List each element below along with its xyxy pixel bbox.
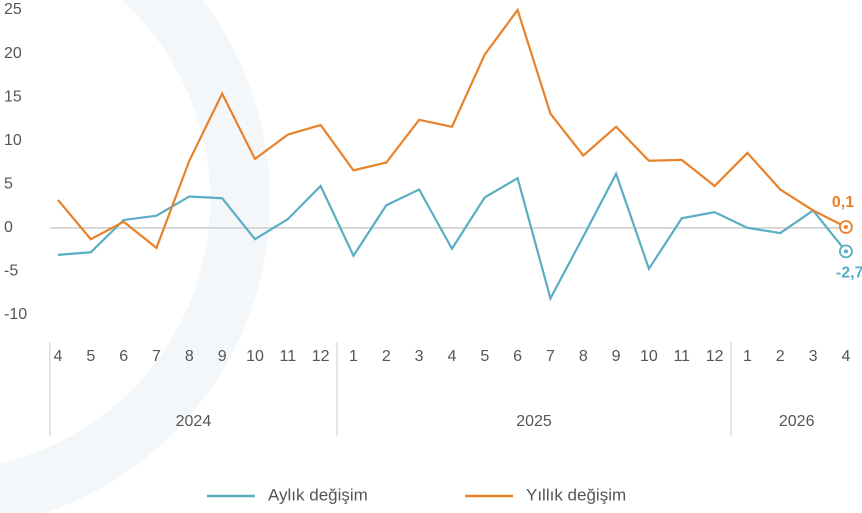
- x-tick-label: 3: [415, 348, 424, 365]
- end-dot: [843, 224, 848, 229]
- x-tick-label: 4: [841, 348, 850, 365]
- x-tick-label: 7: [152, 348, 161, 365]
- x-tick-label: 3: [809, 348, 818, 365]
- y-tick-label: -10: [4, 306, 27, 323]
- group-label: 2024: [176, 413, 212, 430]
- end-dot: [843, 249, 848, 254]
- x-tick-label: 7: [546, 348, 555, 365]
- x-tick-label: 9: [218, 348, 227, 365]
- x-tick-label: 12: [706, 348, 724, 365]
- y-tick-label: 0: [4, 219, 13, 236]
- group-label: 2025: [516, 413, 552, 430]
- x-tick-label: 6: [119, 348, 128, 365]
- value-label: 0,1: [832, 194, 854, 211]
- value-label: -2,7: [836, 265, 862, 282]
- x-tick-label: 11: [673, 348, 690, 365]
- x-tick-label: 8: [185, 348, 194, 365]
- x-tick-label: 1: [743, 348, 752, 365]
- x-tick-label: 9: [612, 348, 621, 365]
- x-tick-label: 8: [579, 348, 588, 365]
- series-line: [57, 171, 847, 302]
- y-tick-label: 15: [4, 88, 22, 105]
- y-tick-label: 10: [4, 132, 22, 149]
- x-tick-label: 10: [640, 348, 658, 365]
- y-tick-label: 25: [4, 1, 22, 18]
- x-tick-label: 6: [513, 348, 522, 365]
- x-tick-label: 2: [776, 348, 785, 365]
- x-tick-label: 12: [312, 348, 330, 365]
- group-label: 2026: [779, 413, 815, 430]
- legend-label: Yıllık değişim: [526, 485, 626, 504]
- x-tick-label: 4: [448, 348, 457, 365]
- x-tick-label: 5: [480, 348, 489, 365]
- x-tick-label: 5: [86, 348, 95, 365]
- y-tick-label: 20: [4, 45, 22, 62]
- x-tick-label: 4: [54, 348, 63, 365]
- x-tick-label: 11: [280, 348, 297, 365]
- x-tick-label: 10: [246, 348, 264, 365]
- x-tick-label: 1: [349, 348, 358, 365]
- y-tick-label: -5: [4, 263, 18, 280]
- legend-label: Aylık değişim: [268, 485, 368, 504]
- x-tick-label: 2: [382, 348, 391, 365]
- watermark: [0, 0, 270, 513]
- y-tick-label: 5: [4, 176, 13, 193]
- series-line: [57, 7, 847, 250]
